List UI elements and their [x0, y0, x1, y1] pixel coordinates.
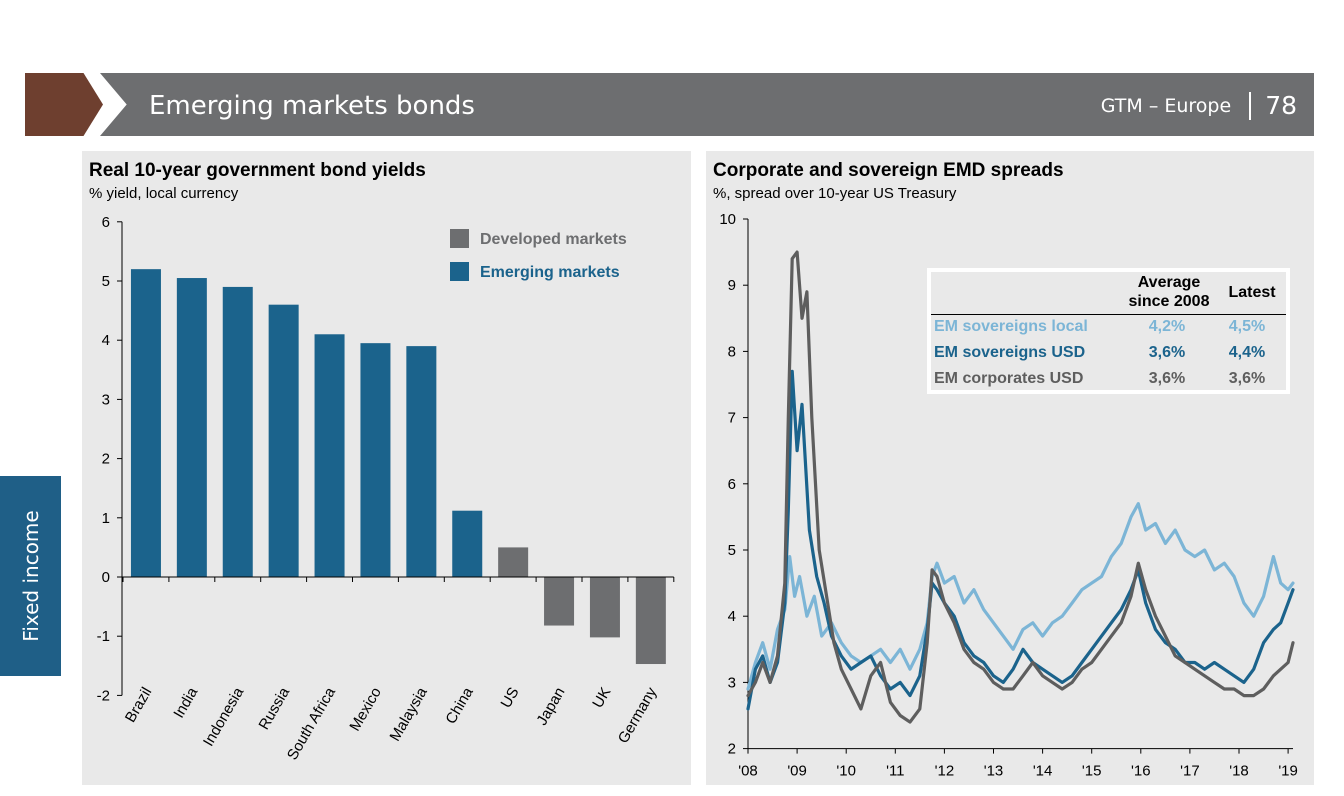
x-tick-label: '12	[935, 763, 955, 780]
bond-yields-subtitle: % yield, local currency	[89, 185, 239, 202]
x-tick-label: Russia	[255, 684, 293, 733]
x-tick-label: China	[442, 684, 477, 727]
bar	[635, 577, 666, 665]
bar	[176, 278, 207, 577]
x-tick-label: India	[170, 684, 201, 721]
x-tick-label: Japan	[533, 685, 568, 729]
x-tick-label: Malaysia	[386, 684, 431, 744]
series-line	[746, 250, 1295, 724]
bar	[406, 346, 437, 577]
x-tick-label: Mexico	[346, 685, 384, 735]
legend-swatch	[450, 229, 469, 248]
y-tick-label: 2	[102, 451, 110, 468]
series-line	[746, 502, 1295, 691]
y-tick-label: 4	[728, 608, 736, 625]
y-tick-label: 4	[102, 332, 110, 349]
page-title: Emerging markets bonds	[149, 91, 475, 121]
x-tick-label: '14	[1033, 763, 1053, 780]
emd-spreads-panel: Corporate and sovereign EMD spreads %, s…	[706, 151, 1314, 785]
legend-row-average: 4,2%	[1148, 318, 1186, 335]
x-tick-label: Germany	[615, 684, 661, 746]
bar	[498, 547, 529, 577]
bond-yields-panel: Real 10-year government bond yields % yi…	[82, 151, 691, 785]
x-tick-label: '08	[738, 763, 758, 780]
y-tick-label: -1	[97, 628, 110, 645]
y-tick-label: 10	[719, 211, 736, 228]
series-line	[746, 369, 1295, 711]
legend-swatch	[450, 262, 469, 281]
legend-label: Emerging markets	[480, 264, 620, 281]
col-header-average: Average since 2008	[1128, 274, 1210, 310]
page-number: 78	[1265, 91, 1297, 120]
x-tick-label: South Africa	[284, 684, 339, 763]
y-tick-label: 6	[728, 476, 736, 493]
legend-row-name: EM sovereigns local	[934, 318, 1088, 335]
legend-row-name: EM sovereigns USD	[934, 344, 1086, 361]
x-tick-label: '10	[836, 763, 856, 780]
x-tick-label: '11	[886, 763, 904, 780]
y-tick-label: 3	[102, 391, 110, 408]
x-tick-label: '16	[1131, 763, 1151, 780]
bar	[544, 577, 575, 626]
spreads-legend-table: Average since 2008 Latest EM sovereigns …	[927, 268, 1290, 394]
x-tick-label: '19	[1278, 763, 1298, 780]
y-tick-label: 3	[728, 674, 736, 691]
bar	[589, 577, 620, 638]
legend-row-name: EM corporates USD	[934, 370, 1084, 387]
x-tick-label: '17	[1180, 763, 1200, 780]
legend-table-body: Average since 2008 Latest EM sovereigns …	[931, 272, 1286, 390]
x-tick-label: '15	[1082, 763, 1102, 780]
bar	[452, 510, 483, 577]
emd-spreads-subtitle: %, spread over 10-year US Treasury	[713, 185, 957, 202]
y-tick-label: 8	[728, 343, 736, 360]
y-tick-label: 6	[102, 214, 110, 231]
x-tick-label: '13	[984, 763, 1004, 780]
legend-label: Developed markets	[480, 231, 627, 248]
y-tick-label: 5	[102, 273, 110, 290]
x-tick-label: Brazil	[122, 685, 155, 726]
legend-row-latest: 4,5%	[1228, 318, 1266, 335]
x-tick-label: UK	[589, 685, 614, 712]
x-tick-label: US	[497, 685, 522, 712]
bar	[360, 343, 391, 577]
y-tick-label: 0	[102, 569, 110, 586]
emd-spreads-title: Corporate and sovereign EMD spreads	[713, 160, 1064, 181]
y-tick-label: 1	[102, 510, 110, 527]
section-tab[interactable]: Fixed income	[0, 476, 61, 676]
header-accent-chevron	[25, 73, 103, 136]
section-tab-label: Fixed income	[18, 510, 43, 642]
legend-row-average: 3,6%	[1148, 344, 1186, 361]
bar	[222, 286, 253, 577]
bar	[268, 304, 299, 577]
y-tick-label: 2	[728, 741, 736, 758]
header-right: GTM – Europe 78	[1101, 88, 1297, 124]
emd-spreads-chart: 10 9 8 7 6 5 4 3 2'08 '09 '10 '11 '12 '13 '14 '15 '16 '17…	[719, 211, 1298, 780]
bond-yields-title: Real 10-year government bond yields	[89, 160, 426, 181]
y-tick-label: -2	[97, 687, 110, 704]
x-tick-label: '09	[787, 763, 807, 780]
guide-subtitle: GTM – Europe	[1100, 95, 1232, 117]
bar	[314, 334, 345, 577]
legend-row-latest: 4,4%	[1228, 344, 1266, 361]
legend-row-average: 3,6%	[1148, 370, 1186, 387]
legend-row-latest: 3,6%	[1228, 370, 1266, 387]
y-tick-label: 9	[728, 277, 736, 294]
col-header-latest: Latest	[1228, 284, 1276, 301]
legend-table-rule	[931, 314, 1286, 315]
header-separator	[1249, 92, 1252, 120]
bar	[130, 269, 161, 577]
x-tick-label: Indonesia	[200, 684, 248, 749]
x-tick-label: '18	[1229, 763, 1249, 780]
header-banner	[100, 73, 1314, 136]
y-tick-label: 5	[728, 542, 736, 559]
y-tick-label: 7	[728, 410, 736, 427]
